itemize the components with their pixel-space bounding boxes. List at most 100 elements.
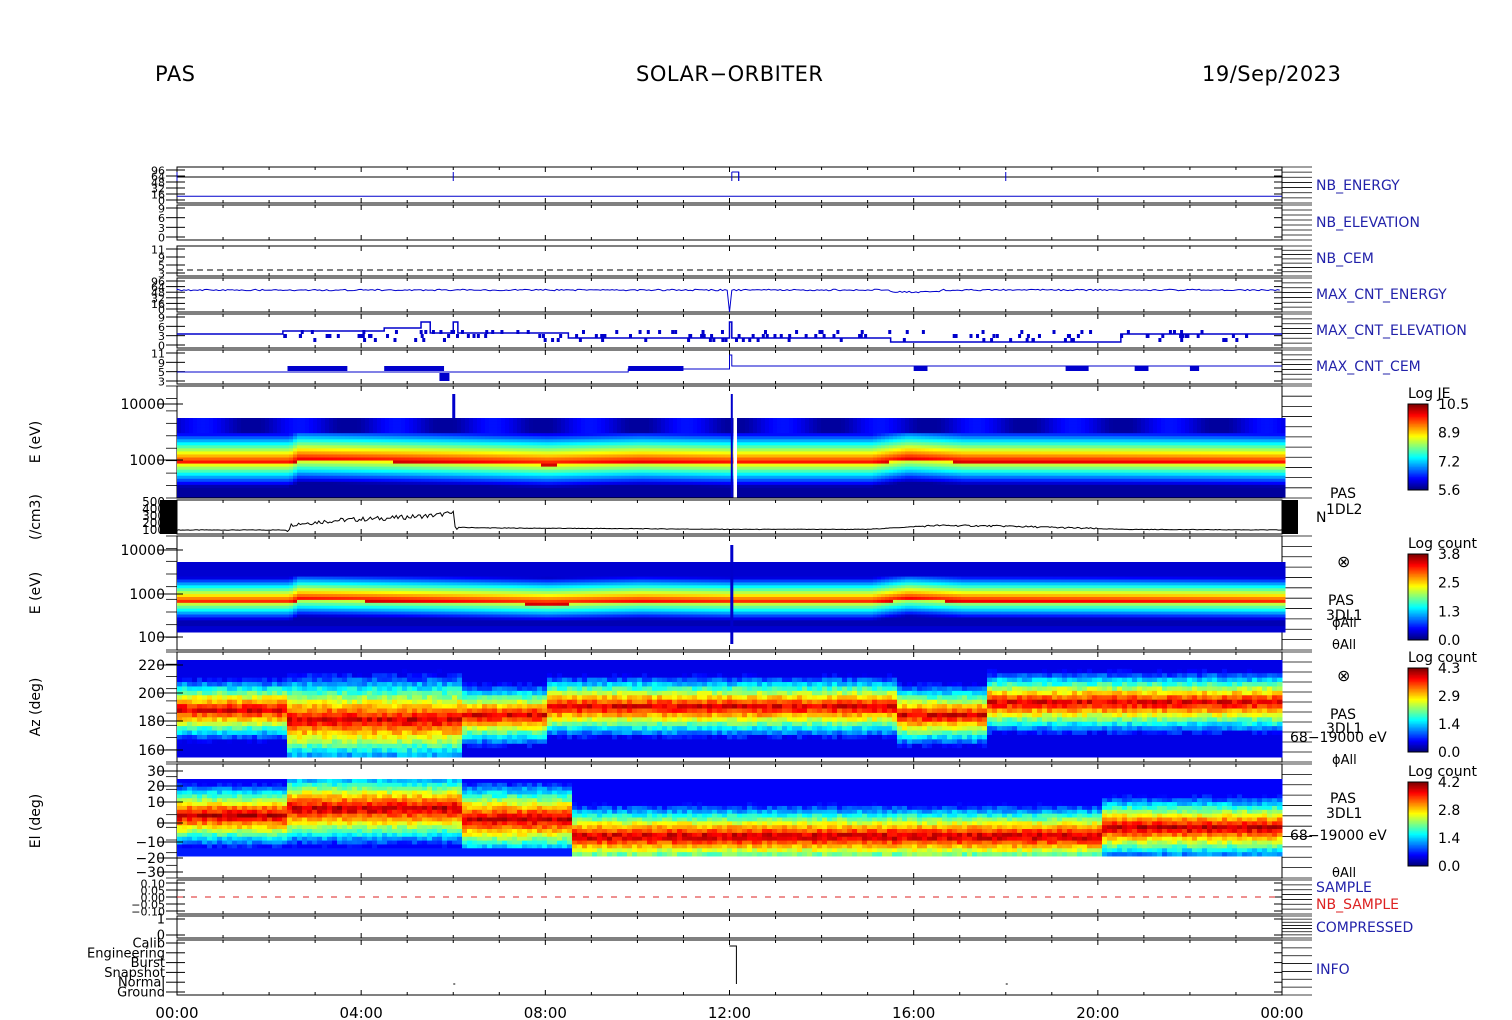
panel-label-info: INFO <box>1316 962 1350 978</box>
max-cnt-elev-point <box>485 330 489 334</box>
colorbar-tick-label: 1.4 <box>1438 717 1460 733</box>
max-cnt-elev-point <box>795 330 799 334</box>
max-cnt-elev-point <box>969 334 973 338</box>
colorbar-tick-label: 1.4 <box>1438 831 1460 847</box>
max-cnt-elev-point <box>328 334 332 338</box>
max-cnt-elev-point <box>357 334 361 338</box>
y-tick-label: 200 <box>138 686 165 702</box>
x-tick-label: 12:00 <box>708 1004 751 1020</box>
y-tick-label: 30 <box>147 764 165 780</box>
y-tick-label: Normal <box>118 976 165 991</box>
max-cnt-elev-point <box>859 334 863 338</box>
max-cnt-elev-point <box>701 330 705 334</box>
panel-frame-13 <box>176 939 1283 996</box>
y-tick-label: 64 <box>151 281 165 294</box>
max-cnt-elev-point <box>422 338 426 342</box>
az-label-symbol: ⊗ <box>1337 666 1350 685</box>
max-cnt-elev-point <box>629 334 633 338</box>
max-cnt-elev-point <box>888 330 892 334</box>
max-cnt-elev-point <box>741 338 745 342</box>
max-cnt-elev-point <box>500 330 504 334</box>
max-cnt-elev-point <box>1063 338 1067 342</box>
panel-label-nb-energy: NB_ENERGY <box>1316 178 1400 194</box>
info-calib-trace <box>729 945 737 984</box>
max-cnt-elev-point <box>858 334 862 338</box>
x-tick-label: 08:00 <box>524 1004 567 1020</box>
max-cnt-cem-block <box>913 366 928 371</box>
max-cnt-elev-point <box>313 338 317 342</box>
max-cnt-elev-point <box>439 330 443 334</box>
max-cnt-elev-point <box>578 338 582 342</box>
az-label-range: 68−19000 eV <box>1290 730 1387 746</box>
e3d-label-theta: θAll <box>1332 638 1356 653</box>
max-cnt-elev-point <box>721 338 725 342</box>
max-cnt-elev-point <box>820 330 824 334</box>
max-cnt-elev-point <box>1200 330 1204 334</box>
y-tick-label: −0.10 <box>131 906 165 919</box>
max-cnt-elev-point <box>638 330 642 334</box>
colorbar-tick-label: 8.9 <box>1438 426 1460 442</box>
max-cnt-elev-point <box>902 338 906 342</box>
max-cnt-elev-point <box>1089 330 1093 334</box>
max-cnt-elev-point <box>393 338 397 342</box>
el-label-level: 3DL1 <box>1326 806 1362 822</box>
panel-label-nb-cem: NB_CEM <box>1316 251 1374 267</box>
colorbar-tick-label: 4.3 <box>1438 661 1460 677</box>
max-cnt-elev-point <box>712 338 716 342</box>
panel-label-max-cnt-cem: MAX_CNT_CEM <box>1316 359 1421 375</box>
max-cnt-elev-point <box>1222 338 1226 342</box>
colorbar-title: Log count <box>1408 536 1477 552</box>
y-tick-label: 200 <box>142 516 165 530</box>
y-axis-title-9: Az (deg) <box>28 678 44 737</box>
colorbar-tick-label: 7.2 <box>1438 454 1460 470</box>
colorbar-6 <box>1408 404 1428 491</box>
panel-label-compressed: COMPRESSED <box>1316 920 1413 936</box>
max-cnt-elev-point <box>298 334 302 338</box>
y-tick-label: 3 <box>158 330 165 343</box>
max-cnt-elev-point <box>689 334 693 338</box>
el-label-theta: θAll <box>1332 866 1356 881</box>
x-tick-label: 20:00 <box>1076 1004 1119 1020</box>
colorbar-9 <box>1408 668 1428 753</box>
max-cnt-elev-point <box>601 338 605 342</box>
max-cnt-elev-point <box>369 334 373 338</box>
max-cnt-elev-point <box>832 334 836 338</box>
max-cnt-elev-point <box>710 334 714 338</box>
e3d-label-symbol: ⊗ <box>1337 552 1350 571</box>
y-tick-label: 11 <box>151 348 165 361</box>
e3d-label-pas: PAS <box>1328 593 1354 609</box>
max-cnt-elev-point <box>992 334 996 338</box>
y-tick-label: 0 <box>156 816 165 832</box>
max-cnt-elev-point <box>761 334 765 338</box>
x-tick-label: 00:00 <box>1260 1004 1303 1020</box>
panel-label-max-cnt-energy: MAX_CNT_ENERGY <box>1316 287 1447 303</box>
spectrogram-9 <box>177 660 1283 758</box>
colorbar-title: Log JE <box>1408 386 1450 402</box>
max-cnt-elev-point <box>543 338 547 342</box>
max-cnt-elev-point <box>720 330 724 334</box>
colorbar-tick-label: 2.9 <box>1438 689 1460 705</box>
max-cnt-elev-point <box>700 334 704 338</box>
max-cnt-elev-point <box>472 334 476 338</box>
max-cnt-elev-point <box>1231 334 1235 338</box>
colorbar-frame <box>1407 553 1429 641</box>
max-cnt-elev-point <box>551 338 555 342</box>
colorbar-tick-label: 0.0 <box>1438 859 1460 875</box>
max-cnt-elev-point <box>982 338 986 342</box>
max-cnt-elev-point <box>452 330 456 334</box>
y-tick-label: 16 <box>151 298 165 311</box>
max-cnt-elev-point <box>600 334 604 338</box>
density-label-n: N <box>1316 510 1326 526</box>
max-cnt-elev-point <box>1161 334 1165 338</box>
x-tick-label: 00:00 <box>155 1004 198 1020</box>
density-right-block <box>1282 500 1298 534</box>
y-tick-label: 1000 <box>129 587 165 603</box>
max-cnt-elev-point <box>559 334 563 338</box>
y-tick-label: 48 <box>151 177 165 190</box>
y-tick-label: 16 <box>151 189 165 202</box>
max-cnt-elev-point <box>1037 334 1041 338</box>
series-line-max-cnt-energy <box>176 288 1280 313</box>
max-cnt-elev-point <box>386 334 390 338</box>
y-tick-label: 0 <box>158 304 165 317</box>
colorbar-frame <box>1407 403 1429 491</box>
